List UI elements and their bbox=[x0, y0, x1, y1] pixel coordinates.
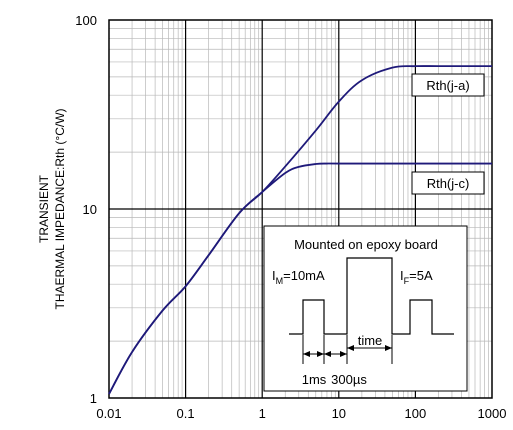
series-layer bbox=[108, 65, 492, 395]
inset-if-label: IF=5A bbox=[400, 268, 433, 286]
x-tick-label: 0.1 bbox=[177, 406, 195, 421]
y-tick-label: 10 bbox=[83, 202, 97, 217]
inset-time-label: time bbox=[358, 333, 383, 348]
inset-box: Mounted on epoxy board IM=10mA IF=5A tim… bbox=[263, 225, 468, 392]
y-axis-label-line2: THAERMAL IMPEDANCE:Rth (°C/W) bbox=[53, 108, 67, 309]
x-tick-label: 100 bbox=[405, 406, 427, 421]
series-label-rth-ja: Rth(j-a) bbox=[411, 73, 485, 97]
x-tick-label: 0.01 bbox=[96, 406, 121, 421]
inset-title: Mounted on epoxy board bbox=[294, 237, 438, 252]
x-tick-label: 1 bbox=[259, 406, 266, 421]
y-axis-label-line1: TRANSIENT bbox=[37, 174, 51, 243]
series-line-rth-jc bbox=[108, 162, 492, 395]
inset-dimension-lines bbox=[302, 335, 393, 364]
inset-arrows bbox=[303, 345, 392, 357]
series-label-rth-jc: Rth(j-c) bbox=[411, 171, 485, 195]
tick-layer: 0.01 0.1 1 10 100 1000 1 10 100 bbox=[75, 13, 506, 421]
inset-300us-label: 300µs bbox=[331, 372, 367, 387]
plot-frame bbox=[108, 19, 493, 399]
inset-1ms-label: 1ms bbox=[302, 372, 327, 387]
y-tick-label: 100 bbox=[75, 13, 97, 28]
inset-im-label: IM=10mA bbox=[272, 268, 325, 286]
x-tick-label: 1000 bbox=[478, 406, 507, 421]
x-tick-label: 10 bbox=[332, 406, 346, 421]
series-label-rth-ja-text: Rth(j-a) bbox=[426, 78, 469, 93]
y-tick-label: 1 bbox=[90, 391, 97, 406]
inset-waveform bbox=[289, 257, 454, 335]
series-label-rth-jc-text: Rth(j-c) bbox=[427, 176, 470, 191]
